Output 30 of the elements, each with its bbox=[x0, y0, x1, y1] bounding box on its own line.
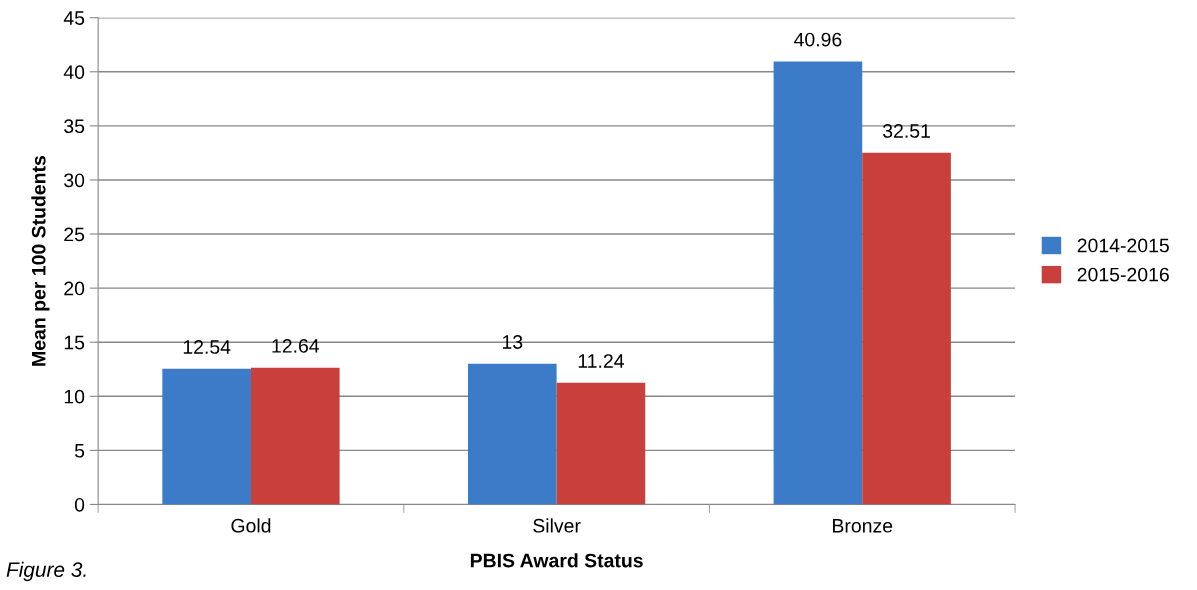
legend-label: 2014-2015 bbox=[1077, 238, 1169, 253]
y-tick-label: 0 bbox=[74, 497, 85, 512]
bar bbox=[773, 61, 863, 505]
data-label: 11.24 bbox=[578, 354, 624, 368]
y-tick-label: 15 bbox=[64, 335, 85, 350]
bar bbox=[250, 367, 340, 505]
caption: Figure 3. bbox=[6, 561, 86, 582]
y-tick-label: 30 bbox=[64, 173, 85, 188]
data-label: 40.96 bbox=[794, 32, 842, 47]
x-tick-label: Silver bbox=[533, 518, 581, 533]
data-label: 12.64 bbox=[272, 339, 320, 353]
data-label: 32.51 bbox=[882, 124, 930, 138]
bar bbox=[162, 368, 251, 505]
x-axis-title: PBIS Award Status bbox=[470, 553, 643, 568]
x-tick-label: Gold bbox=[231, 518, 271, 533]
bar bbox=[556, 382, 646, 505]
data-label: 12.54 bbox=[183, 340, 231, 354]
y-tick-label: 40 bbox=[63, 65, 85, 80]
y-tick-label: 45 bbox=[63, 11, 85, 25]
y-tick-label: 10 bbox=[64, 389, 85, 404]
x-tick-label: Bronze bbox=[833, 519, 893, 533]
y-tick-label: 35 bbox=[64, 119, 85, 134]
y-tick-label: 25 bbox=[64, 227, 85, 242]
data-label: 13 bbox=[502, 335, 523, 349]
bar bbox=[467, 363, 557, 505]
bar bbox=[862, 152, 951, 505]
y-tick-label: 5 bbox=[74, 444, 85, 458]
legend-label: 2015-2016 bbox=[1077, 267, 1169, 282]
y-tick-label: 20 bbox=[64, 281, 85, 296]
y-axis-title: Mean per 100 Students bbox=[31, 155, 50, 366]
